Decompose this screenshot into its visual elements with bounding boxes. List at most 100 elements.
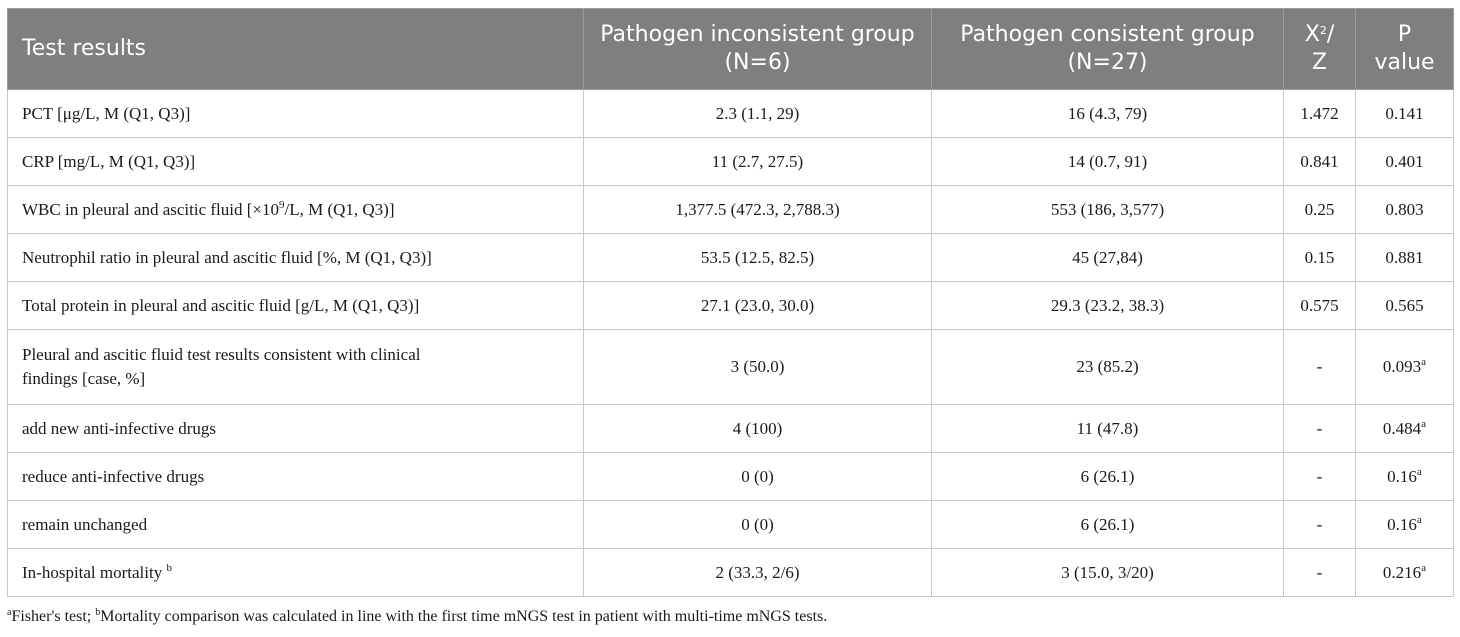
table-row: PCT [μg/L, M (Q1, Q3)] 2.3 (1.1, 29) 16 … [7,89,1454,138]
cell-p-value: 0.16a [1355,452,1454,501]
header-consistent-group: Pathogen consistent group (N=27) [931,8,1284,90]
cell-inconsistent: 27.1 (23.0, 30.0) [583,281,932,330]
header-value: value [1374,50,1435,75]
cell-statistic: - [1283,329,1356,405]
table-container: Test results Pathogen inconsistent group… [7,8,1454,597]
table-footnote: aFisher's test; bMortality comparison wa… [7,606,1453,628]
cell-p-value: 0.093a [1355,329,1454,405]
header-stat-x: X [1304,22,1320,47]
cell-consistent: 14 (0.7, 91) [931,137,1284,186]
cell-consistent: 6 (26.1) [931,452,1284,501]
header-test-results: Test results [7,8,584,90]
footnote-text-b: Mortality comparison was calculated in l… [100,608,828,625]
header-inconsistent-title: Pathogen inconsistent group [600,22,915,47]
cell-consistent: 11 (47.8) [931,404,1284,453]
cell-p-value: 0.141 [1355,89,1454,138]
cell-consistent: 23 (85.2) [931,329,1284,405]
row-label: Total protein in pleural and ascitic flu… [7,281,584,330]
cell-statistic: - [1283,548,1356,597]
header-stat-z: Z [1311,50,1328,75]
cell-inconsistent: 2 (33.3, 2/6) [583,548,932,597]
p-value-footnote-mark: a [1416,513,1422,526]
row-label: In-hospital mortality b [7,548,584,597]
cell-statistic: - [1283,404,1356,453]
table-row: remain unchanged 0 (0) 6 (26.1) - 0.16a [7,500,1454,549]
row-label: remain unchanged [7,500,584,549]
header-consistent-n: (N=27) [1067,50,1148,75]
p-value-text: 0.141 [1385,103,1424,123]
row-label-sup: b [166,561,172,574]
p-value-text: 0.093 [1382,357,1422,376]
row-label-post: /L, M (Q1, Q3)] [284,199,395,219]
row-label: PCT [μg/L, M (Q1, Q3)] [7,89,584,138]
table-row: WBC in pleural and ascitic fluid [×109/L… [7,185,1454,234]
cell-statistic: 1.472 [1283,89,1356,138]
table-row: In-hospital mortality b 2 (33.3, 2/6) 3 … [7,548,1454,597]
cell-p-value: 0.881 [1355,233,1454,282]
row-label-text: In-hospital mortality [22,562,163,582]
row-label: Neutrophil ratio in pleural and ascitic … [7,233,584,282]
cell-inconsistent: 53.5 (12.5, 82.5) [583,233,932,282]
results-table: Test results Pathogen inconsistent group… [7,8,1454,597]
table-row: Pleural and ascitic fluid test results c… [7,329,1454,405]
row-label: WBC in pleural and ascitic fluid [×109/L… [7,185,584,234]
table-row: reduce anti-infective drugs 0 (0) 6 (26.… [7,452,1454,501]
row-label-line2: findings [case, %] [22,369,146,388]
cell-inconsistent: 1,377.5 (472.3, 2,788.3) [583,185,932,234]
cell-consistent: 553 (186, 3,577) [931,185,1284,234]
header-p: P [1397,22,1412,47]
header-inconsistent-n: (N=6) [724,50,791,75]
header-p-value: P value [1355,8,1454,90]
cell-statistic: - [1283,452,1356,501]
p-value-text: 0.16 [1387,514,1417,534]
cell-statistic: 0.15 [1283,233,1356,282]
row-label: Pleural and ascitic fluid test results c… [7,329,584,405]
row-label-sup: 9 [278,198,285,211]
row-label-pre: WBC in pleural and ascitic fluid [×10 [22,199,279,219]
cell-statistic: 0.25 [1283,185,1356,234]
cell-consistent: 6 (26.1) [931,500,1284,549]
footnote-mark-a: a [7,607,12,618]
cell-consistent: 29.3 (23.2, 38.3) [931,281,1284,330]
footnote-text-a: Fisher's test; [11,608,96,625]
header-inconsistent-group: Pathogen inconsistent group (N=6) [583,8,932,90]
p-value-footnote-mark: a [1421,417,1427,430]
cell-p-value: 0.484a [1355,404,1454,453]
p-value-footnote-mark: a [1416,465,1422,478]
cell-inconsistent: 2.3 (1.1, 29) [583,89,932,138]
cell-statistic: 0.841 [1283,137,1356,186]
p-value-text: 0.16 [1387,466,1417,486]
cell-p-value: 0.803 [1355,185,1454,234]
p-value-text: 0.803 [1385,199,1424,219]
footnote-mark-b: b [95,607,101,618]
cell-statistic: - [1283,500,1356,549]
cell-inconsistent: 11 (2.7, 27.5) [583,137,932,186]
p-value-text: 0.565 [1385,295,1424,315]
p-value-footnote-mark: a [1421,356,1427,368]
row-label: reduce anti-infective drugs [7,452,584,501]
cell-consistent: 3 (15.0, 3/20) [931,548,1284,597]
p-value-footnote-mark: a [1421,561,1427,574]
header-stat-slash: / [1326,22,1335,47]
header-row: Test results Pathogen inconsistent group… [7,8,1454,90]
table-row: Total protein in pleural and ascitic flu… [7,281,1454,330]
table-row: CRP [mg/L, M (Q1, Q3)] 11 (2.7, 27.5) 14… [7,137,1454,186]
header-consistent-title: Pathogen consistent group [960,22,1255,47]
row-label: add new anti-infective drugs [7,404,584,453]
cell-p-value: 0.216a [1355,548,1454,597]
cell-p-value: 0.565 [1355,281,1454,330]
p-value-text: 0.881 [1385,247,1424,267]
p-value-text: 0.401 [1385,151,1424,171]
cell-inconsistent: 3 (50.0) [583,329,932,405]
cell-inconsistent: 0 (0) [583,452,932,501]
cell-consistent: 16 (4.3, 79) [931,89,1284,138]
row-label: CRP [mg/L, M (Q1, Q3)] [7,137,584,186]
header-stat-sup: 2 [1319,24,1327,37]
cell-p-value: 0.16a [1355,500,1454,549]
cell-inconsistent: 0 (0) [583,500,932,549]
header-statistic: X2/ Z [1283,8,1356,90]
cell-statistic: 0.575 [1283,281,1356,330]
cell-consistent: 45 (27,84) [931,233,1284,282]
row-label-line1: Pleural and ascitic fluid test results c… [22,345,421,364]
table-row: Neutrophil ratio in pleural and ascitic … [7,233,1454,282]
